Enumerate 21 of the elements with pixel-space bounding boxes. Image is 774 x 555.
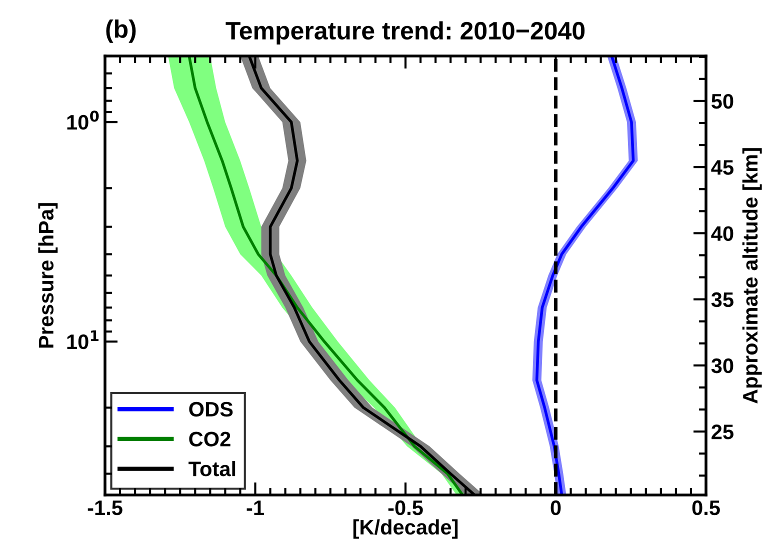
chart-title: Temperature trend: 2010−2040 [226,21,585,45]
x-tick-label: 0 [550,500,561,516]
legend-label: CO2 [189,432,230,446]
x-axis-title: [K/decade] [353,519,458,539]
y-tick-label: 10$^{1}$ [67,330,98,350]
y2-tick-label: 35 [711,292,734,308]
x-tick-label: -1.5 [88,500,122,516]
y2-tick-label: 40 [711,226,734,241]
text: (b) [106,20,136,43]
y-axis-title: Pressure [hPa] [38,203,58,348]
y-tick-label: 10$^{0}$ [67,110,99,130]
y2-tick-label: 25 [712,424,734,440]
y2-axis-title: Approximate altitude [km] [742,148,762,404]
legend-label: Total [188,460,236,476]
y2-tick-label: 30 [711,358,734,374]
y2-tick-label: 45 [711,160,734,175]
x-tick-label: 0.5 [692,500,720,516]
legend-label: ODS [189,402,233,417]
x-tick-label: -1 [246,500,264,515]
x-tick-label: -0.5 [388,500,423,516]
y2-tick-label: 50 [712,94,734,109]
